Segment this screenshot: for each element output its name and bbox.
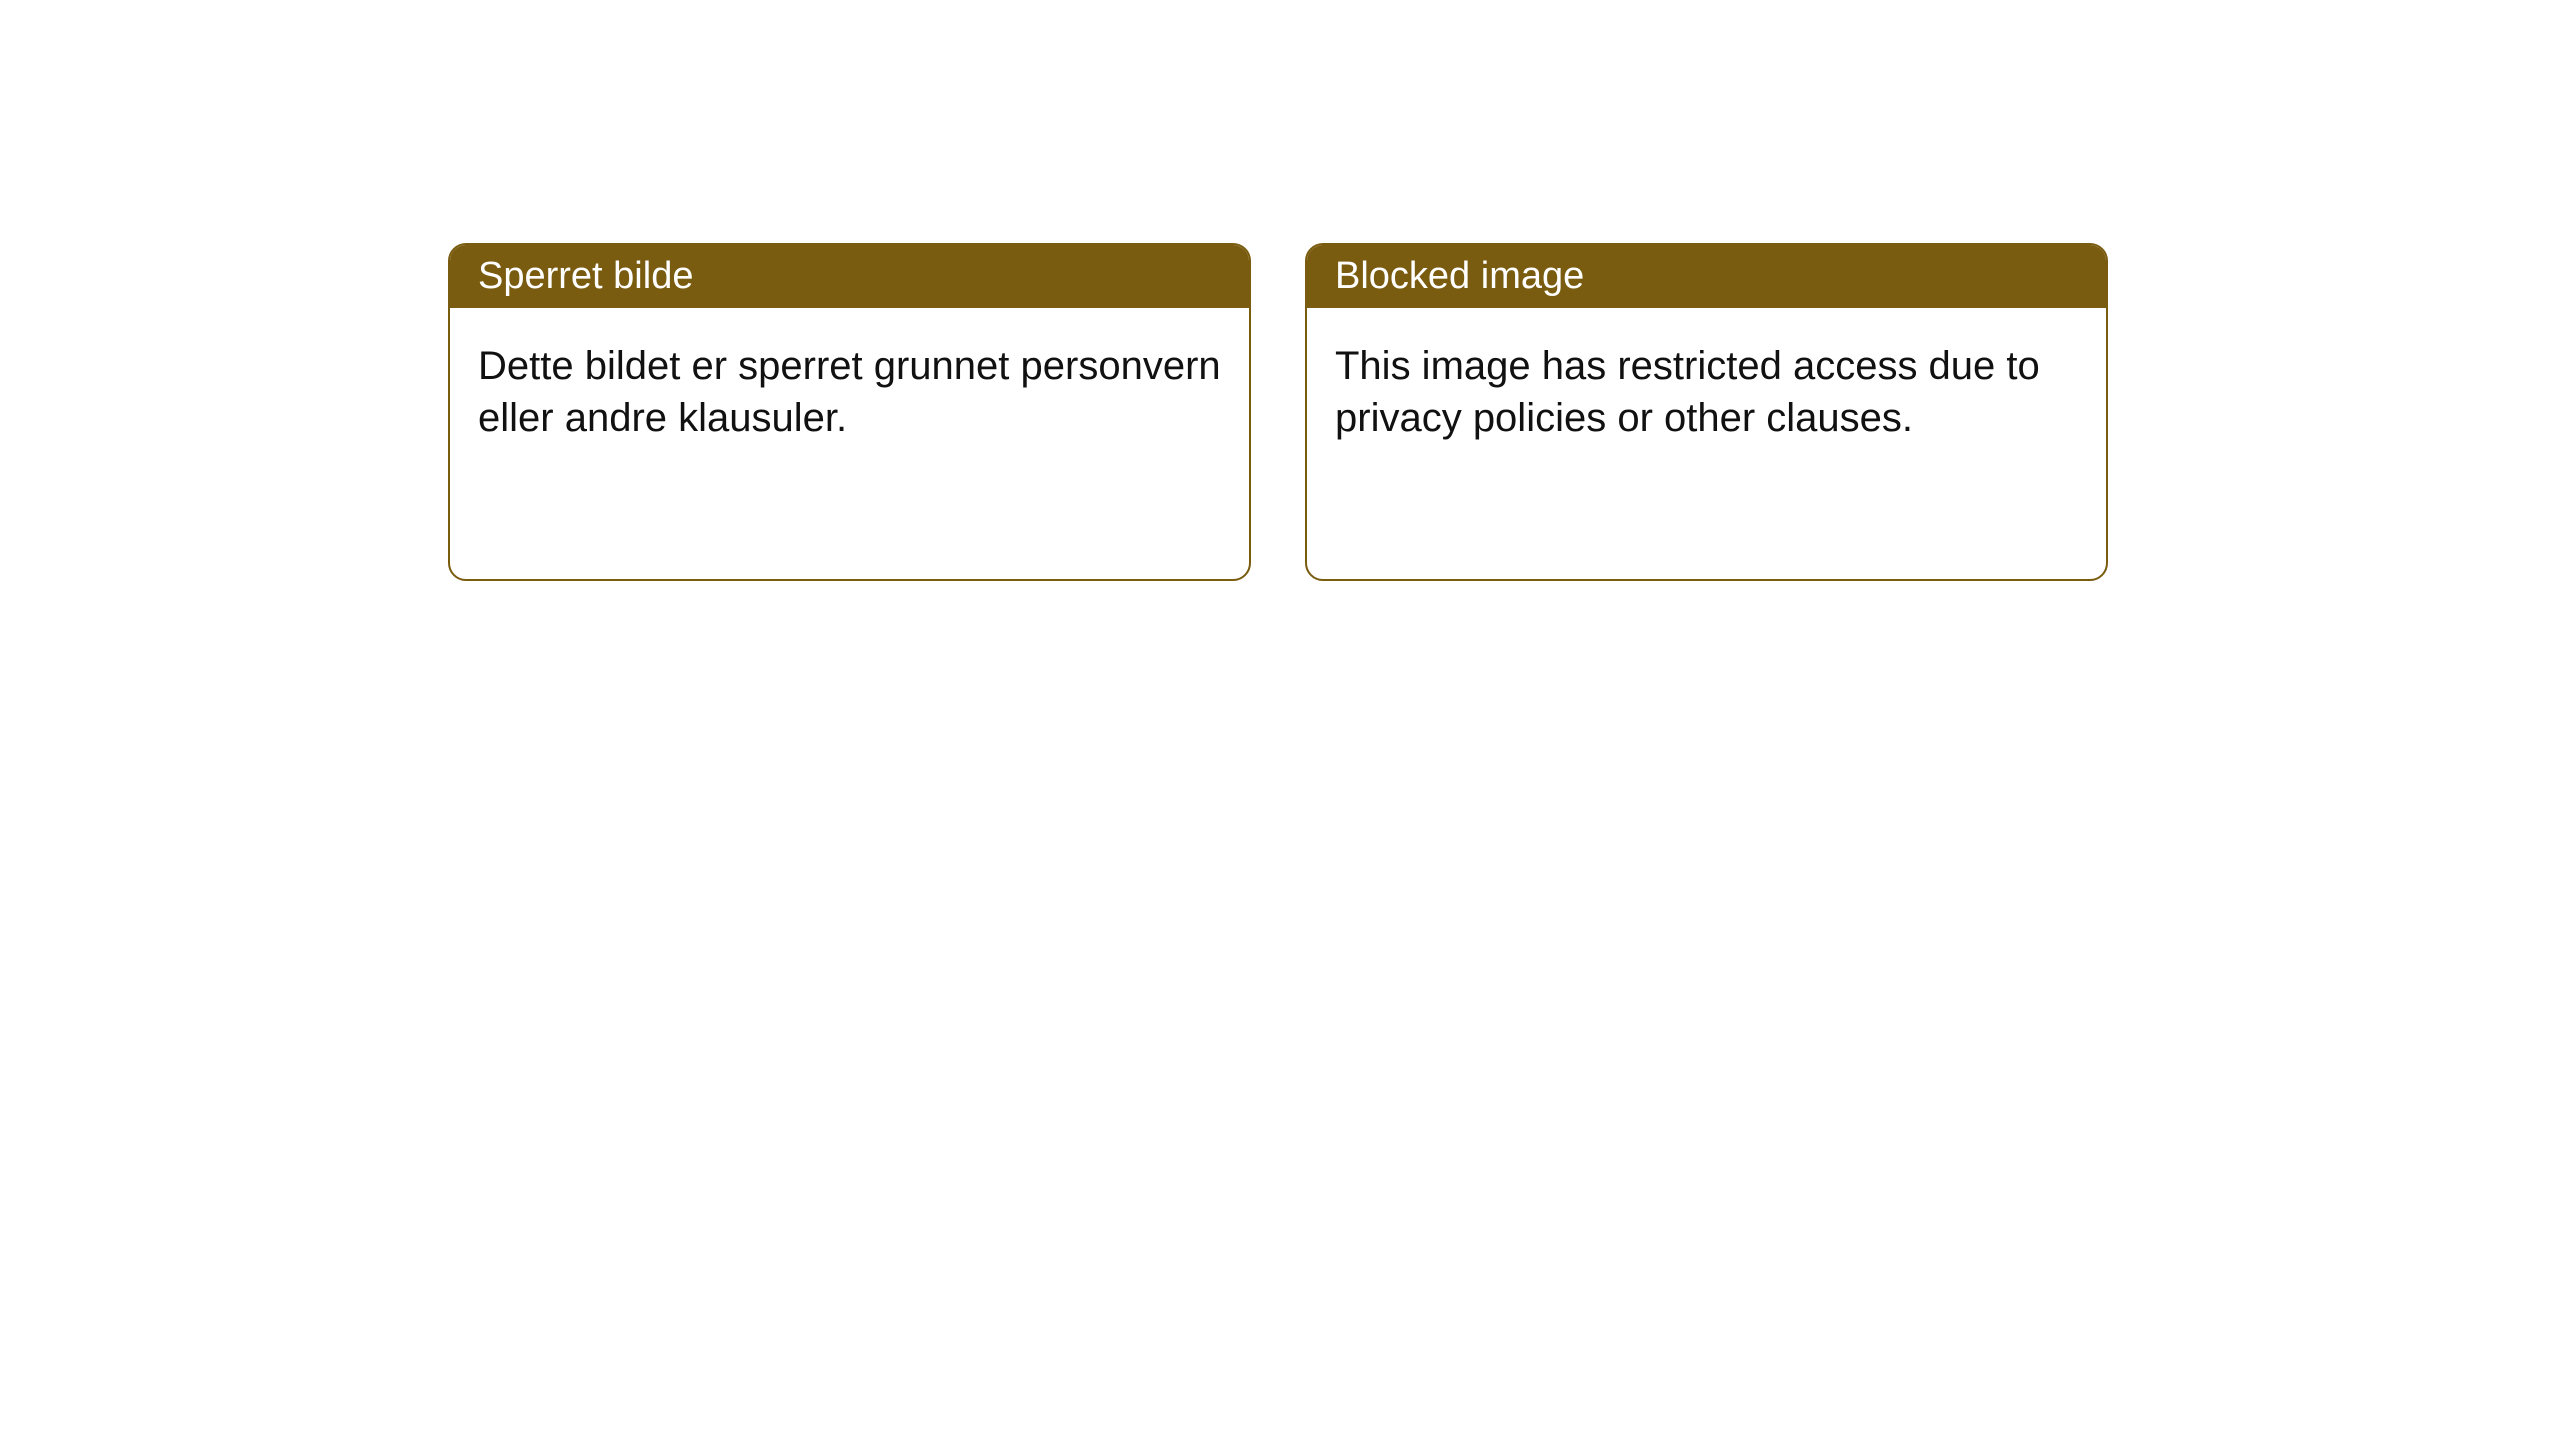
notice-card-body: This image has restricted access due to … <box>1307 308 2106 476</box>
notice-card-title: Sperret bilde <box>450 245 1249 308</box>
notice-card-english: Blocked image This image has restricted … <box>1305 243 2108 581</box>
notice-card-norwegian: Sperret bilde Dette bildet er sperret gr… <box>448 243 1251 581</box>
notice-card-body: Dette bildet er sperret grunnet personve… <box>450 308 1249 476</box>
notice-cards-container: Sperret bilde Dette bildet er sperret gr… <box>0 0 2560 581</box>
notice-card-title: Blocked image <box>1307 245 2106 308</box>
